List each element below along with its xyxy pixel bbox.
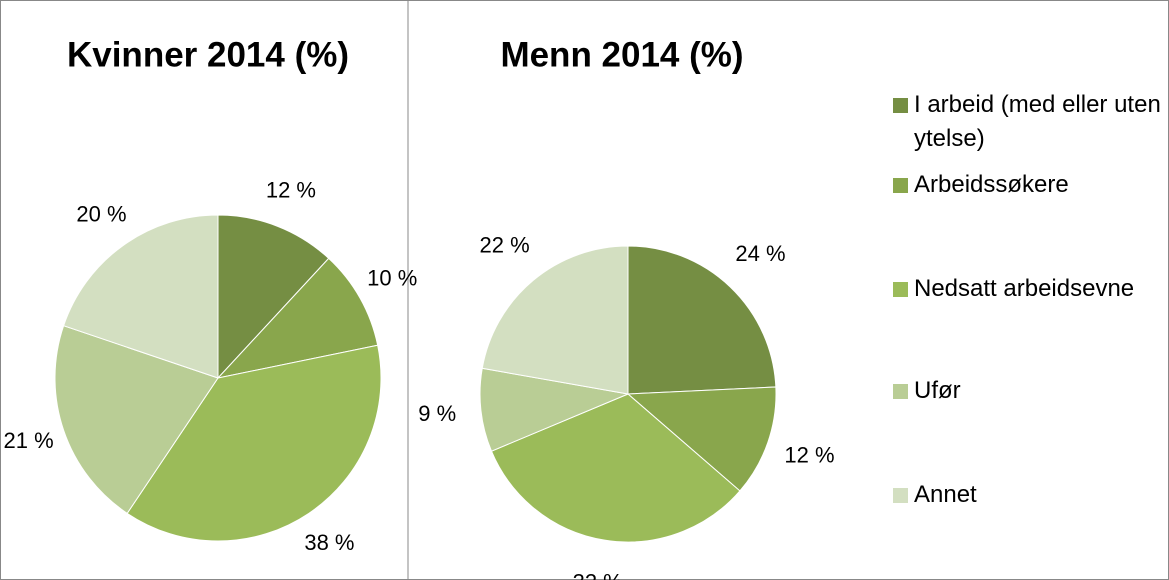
legend-label: Arbeidssøkere — [914, 171, 1069, 198]
legend-swatch — [893, 98, 908, 113]
pie-slice — [62, 214, 219, 379]
legend-swatch — [893, 178, 908, 193]
legend-label: Ufør — [914, 377, 961, 404]
legend-swatch — [893, 488, 908, 503]
data-label: 12 % — [784, 443, 834, 468]
data-label: 12 % — [266, 178, 316, 203]
pie-slice — [479, 367, 630, 452]
pie-slice — [217, 214, 330, 380]
data-label: 21 % — [3, 428, 53, 453]
pie-slice — [626, 386, 777, 492]
data-label: 9 % — [418, 401, 456, 426]
pie-slice — [627, 245, 777, 395]
legend-label: I arbeid (med eller uten ytelse) — [914, 91, 1161, 152]
data-label: 38 % — [304, 530, 354, 555]
legend-label: Annet — [914, 481, 977, 508]
data-label: 22 % — [480, 233, 530, 258]
legend-item: Annet — [893, 478, 1161, 512]
data-label: 10 % — [367, 266, 417, 291]
legend-item: Nedsatt arbeidsevne — [893, 272, 1161, 306]
pie-slice — [490, 393, 741, 543]
data-label: 32 % — [573, 569, 623, 580]
pie-slice — [481, 245, 629, 395]
chart-title: Menn 2014 (%) — [500, 35, 743, 74]
legend-item: Ufør — [893, 374, 1161, 408]
chart-title: Kvinner 2014 (%) — [67, 35, 349, 74]
legend-swatch — [893, 282, 908, 297]
pie-slice — [54, 325, 219, 515]
data-label: 20 % — [76, 201, 126, 226]
legend-swatch — [893, 384, 908, 399]
pie-slice — [126, 344, 382, 542]
pie-slice — [216, 257, 379, 379]
legend-item: I arbeid (med eller uten ytelse) — [893, 88, 1161, 156]
data-label: 24 % — [735, 241, 785, 266]
legend-item: Arbeidssøkere — [893, 168, 1161, 202]
legend-label: Nedsatt arbeidsevne — [914, 275, 1135, 302]
